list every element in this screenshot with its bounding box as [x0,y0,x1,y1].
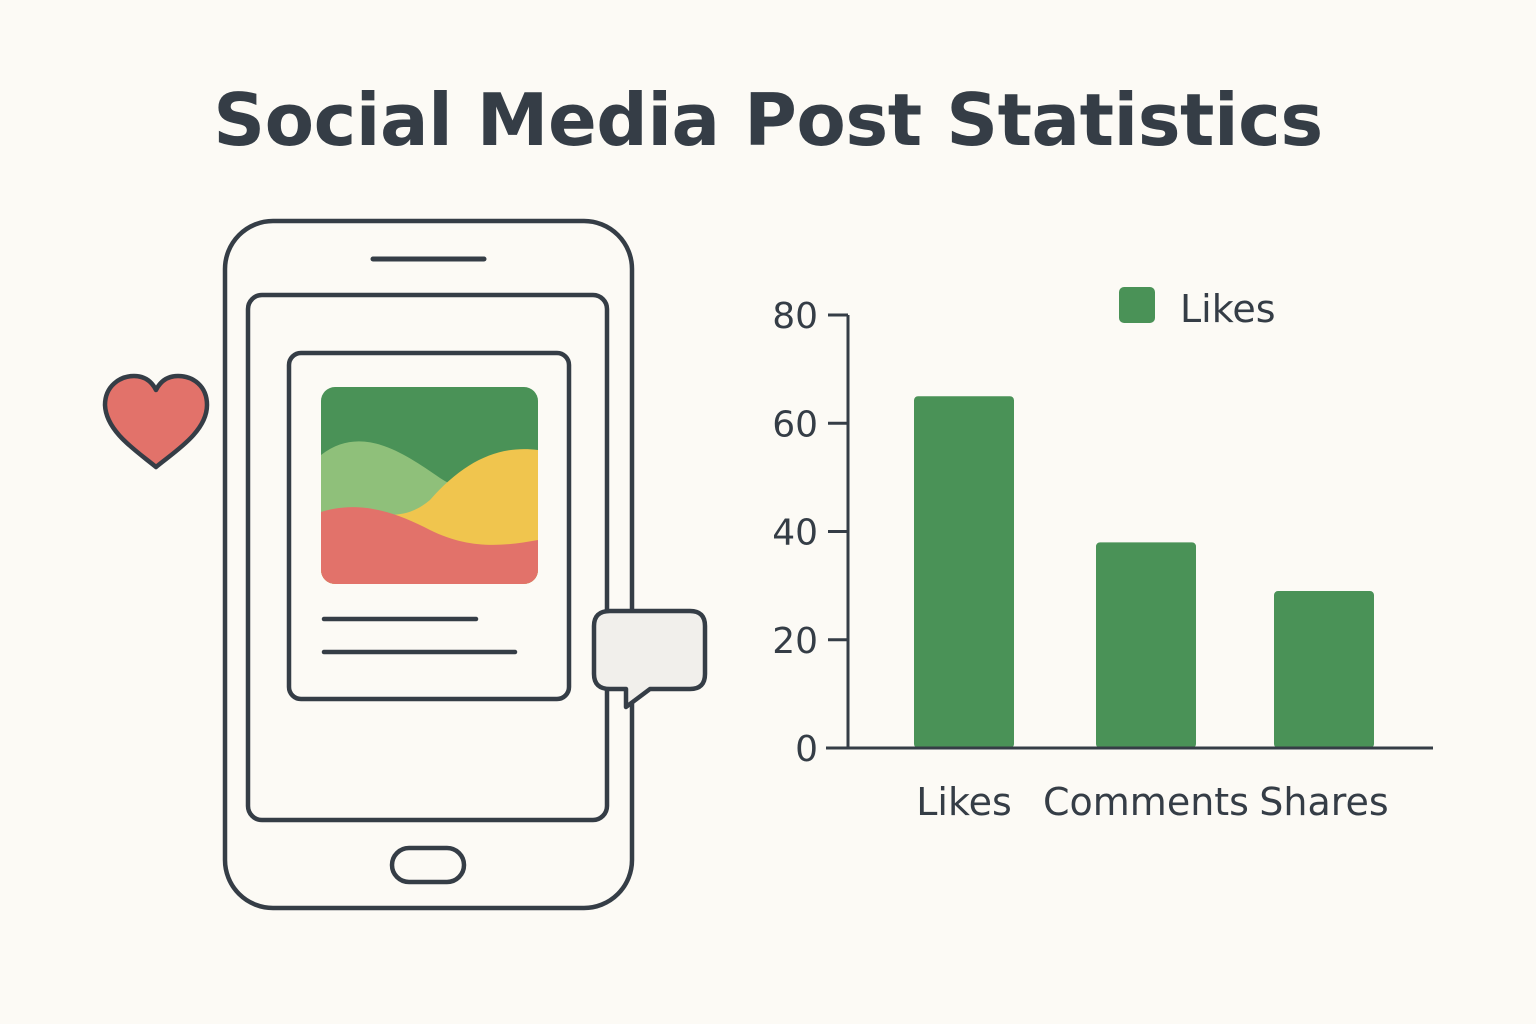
y-tick-label: 60 [772,404,818,445]
bars [914,396,1374,748]
x-tick-label-likes: Likes [916,780,1012,824]
bar-shares [1274,591,1374,748]
x-tick-label-comments: Comments [1043,780,1249,824]
heart-icon [102,373,210,470]
legend: Likes [1119,287,1276,331]
y-tick-label: 80 [772,296,818,337]
y-axis-ticks: 0 20 40 60 80 [772,296,848,770]
comment-bubble-icon [591,608,708,710]
legend-swatch [1119,287,1155,323]
post-card [286,350,572,702]
x-tick-label-shares: Shares [1259,780,1388,824]
post-image-icon [321,387,538,584]
legend-label: Likes [1180,287,1276,331]
x-axis-labels: Likes Comments Shares [916,780,1389,824]
y-tick-label: 0 [795,729,818,770]
y-tick-label: 20 [772,621,818,662]
chart-title: Social Media Post Statistics [213,78,1323,162]
bar-comments [1096,542,1196,748]
y-tick-label: 40 [772,513,818,554]
phone-illustration [102,218,708,911]
smartphone-icon [222,218,635,911]
bar-likes [914,396,1014,748]
